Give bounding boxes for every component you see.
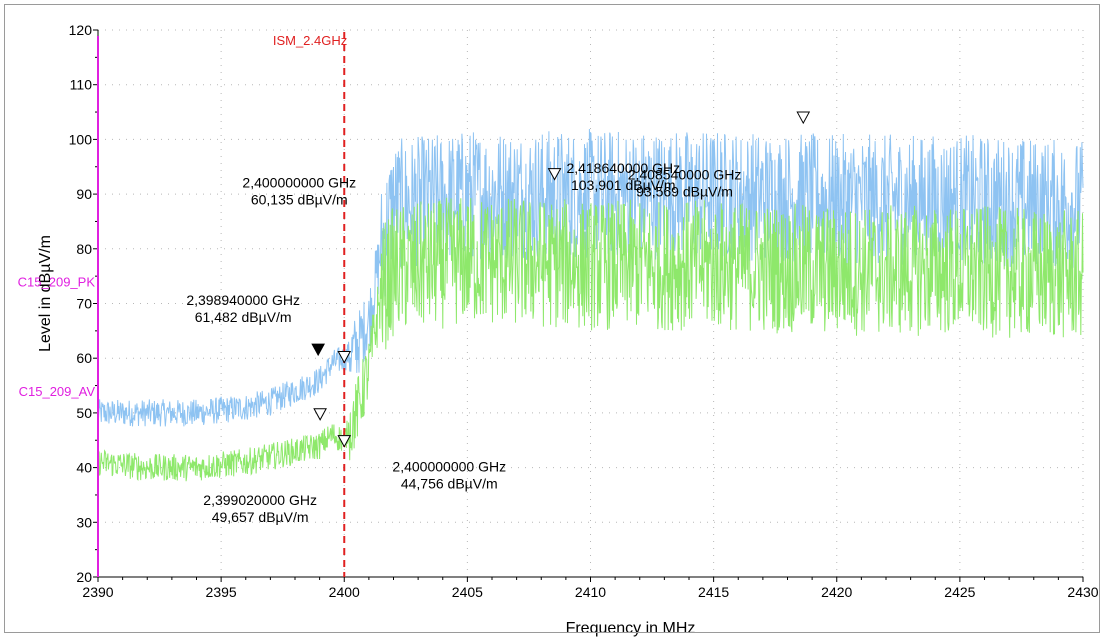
- x-tick-label: 2425: [944, 584, 975, 600]
- marker-3-level: 103,901 dBµV/m: [571, 177, 676, 193]
- y-tick-label: 60: [76, 350, 92, 366]
- y-tick-label: 30: [76, 514, 92, 530]
- x-tick-label: 2415: [698, 584, 729, 600]
- limit-line-label: C15_209_PK: [18, 275, 96, 290]
- y-axis-label: Level in dBµV/m: [37, 235, 54, 352]
- series-1-trace: [97, 128, 1084, 427]
- marker-6-level: 93,569 dBµV/m: [636, 184, 733, 200]
- y-tick-label: 90: [76, 186, 92, 202]
- x-axis-label: Frequency in MHz: [566, 620, 696, 637]
- y-tick-label: 70: [76, 296, 92, 312]
- band-edge-label: ISM_2.4GHz: [273, 33, 347, 48]
- marker-6-triangle: [547, 168, 562, 181]
- y-tick-label: 100: [69, 131, 93, 147]
- marker-4-level: 49,657 dBµV/m: [212, 509, 309, 525]
- y-tick-label: 120: [69, 22, 93, 38]
- marker-5-frequency: 2,400000000 GHz: [392, 459, 506, 475]
- marker-5-level: 44,756 dBµV/m: [401, 476, 498, 492]
- marker-5-triangle: [337, 435, 352, 448]
- marker-2-frequency: 2,400000000 GHz: [242, 174, 356, 190]
- marker-4-frequency: 2,399020000 GHz: [203, 492, 317, 508]
- y-tick-label: 50: [76, 405, 92, 421]
- x-tick-label: 2405: [452, 584, 483, 600]
- x-tick-label: 2400: [329, 584, 360, 600]
- y-tick-label: 110: [70, 77, 93, 93]
- x-tick-label: 2395: [206, 584, 237, 600]
- y-tick-label: 80: [76, 241, 92, 257]
- marker-6-frequency: 2,408540000 GHz: [628, 167, 742, 183]
- marker-1-frequency: 2,398940000 GHz: [186, 292, 300, 308]
- limit-line-label: C15_209_AV: [19, 384, 96, 399]
- marker-3-triangle: [796, 111, 811, 125]
- x-tick-label: 2430: [1067, 584, 1098, 600]
- marker-2-triangle: [337, 350, 352, 364]
- x-tick-label: 2410: [575, 584, 606, 600]
- y-tick-label: 20: [76, 569, 92, 585]
- x-tick-label: 2390: [82, 584, 113, 600]
- y-tick-label: 40: [76, 460, 92, 476]
- marker-3-frequency: 2,418640000 GHz: [566, 160, 680, 176]
- marker-1-triangle: [311, 343, 325, 357]
- marker-4-triangle: [313, 408, 327, 421]
- marker-2-level: 60,135 dBµV/m: [251, 191, 348, 207]
- series-2-trace: [97, 197, 1084, 482]
- marker-1-level: 61,482 dBµV/m: [195, 309, 292, 325]
- x-tick-label: 2420: [821, 584, 852, 600]
